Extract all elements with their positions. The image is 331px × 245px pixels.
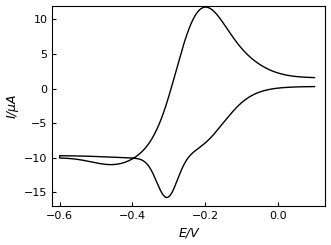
X-axis label: E/V: E/V (179, 226, 199, 239)
Y-axis label: I/μA: I/μA (6, 94, 19, 118)
